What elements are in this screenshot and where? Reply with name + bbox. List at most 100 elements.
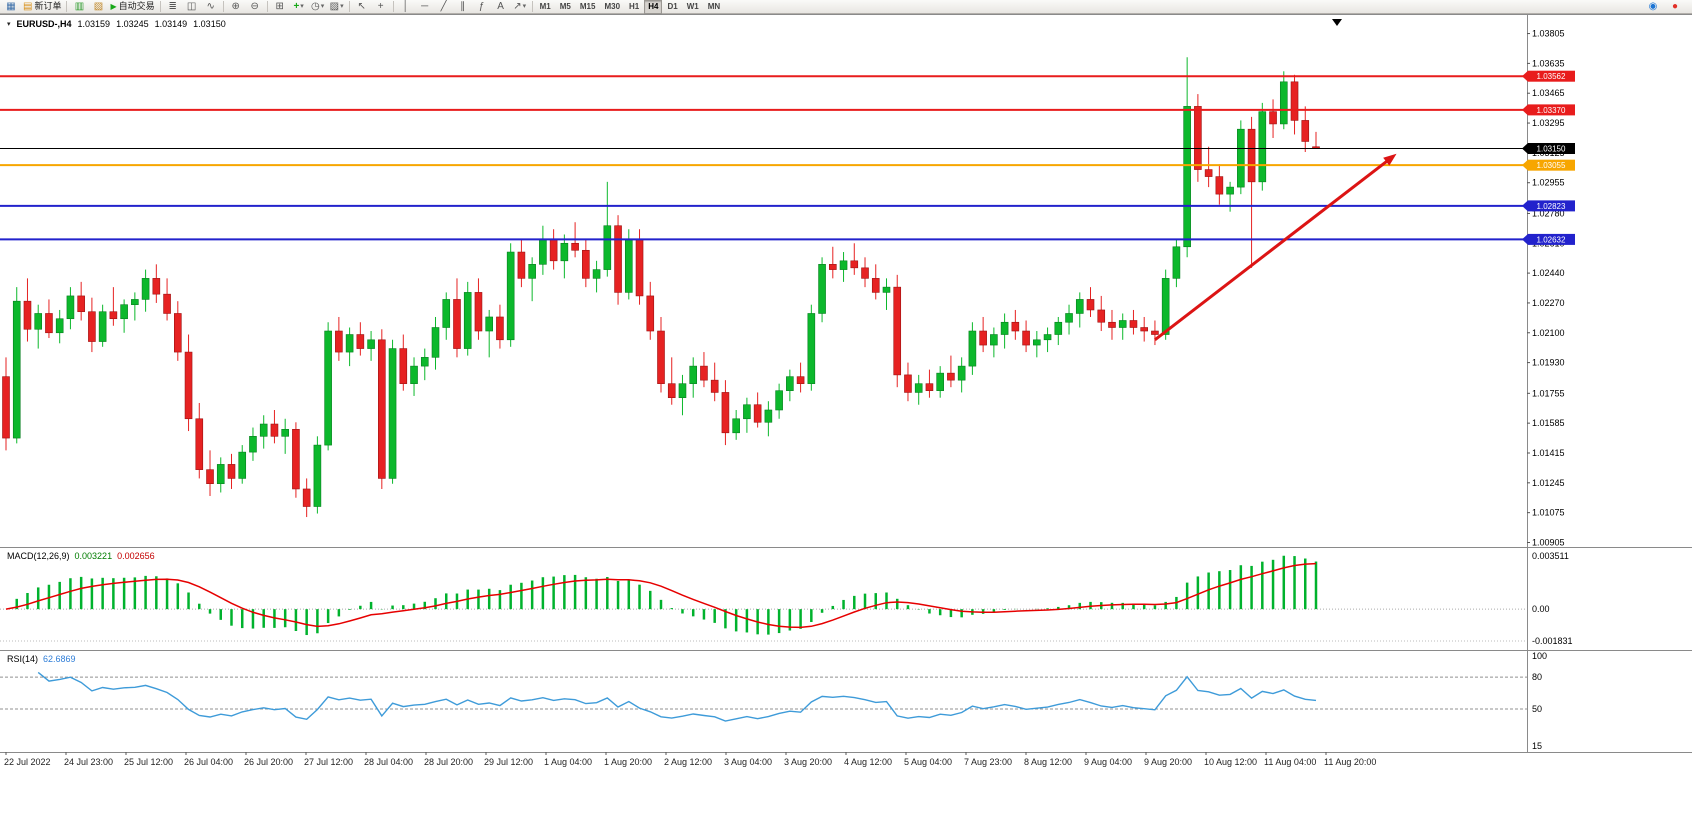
cursor-icon[interactable]: ↖: [357, 1, 366, 12]
candle: [1161, 269, 1170, 340]
text-tool-icon[interactable]: A: [497, 1, 504, 12]
candle: [775, 383, 783, 419]
timeframe-d1-button[interactable]: D1: [667, 1, 678, 11]
price-line-badge[interactable]: 1.02632: [1522, 233, 1575, 245]
live-update-icon[interactable]: ●: [1671, 1, 1679, 12]
time-axis: 22 Jul 2022 24 Jul 23:00 25 Jul 12:00 26 Ju…: [4, 752, 1376, 767]
toolbar: ▦ ▤ 新订单 ▥ ▧ ▶ 自动交易 ≣ ◫ ∿ ⊕ ⊖ ⊞ + ▾ ◷ ▾ ▨…: [0, 0, 1692, 14]
zoom-out-icon[interactable]: ⊖: [250, 1, 259, 12]
candle: [302, 478, 311, 518]
price-line-badge[interactable]: 1.03370: [1522, 104, 1575, 116]
symbol-dropdown-icon[interactable]: ▾: [7, 21, 11, 28]
price-line-badge[interactable]: 1.03150: [1522, 143, 1575, 154]
line-chart-icon[interactable]: ∿: [206, 1, 215, 12]
zoom-in-icon[interactable]: ⊕: [231, 1, 240, 12]
candle: [829, 246, 837, 279]
candle: [88, 297, 96, 353]
autotrading-label: 自动交易: [118, 1, 155, 11]
candle: [1118, 313, 1127, 340]
price-axis-label: 1.03635: [1532, 58, 1565, 68]
candle: [1247, 116, 1256, 268]
vertical-line-icon[interactable]: │: [402, 1, 409, 12]
timeframe-m15-button[interactable]: M15: [579, 1, 596, 11]
candle: [914, 374, 923, 405]
timeframe-m1-button[interactable]: M1: [539, 1, 551, 11]
channel-icon[interactable]: ∥: [460, 1, 466, 12]
price-chart-canvas[interactable]: 1.038051.036351.034651.032951.031251.029…: [0, 14, 1692, 837]
time-axis-label: 9 Aug 04:00: [1084, 757, 1132, 767]
macd-pane-label: MACD(12,26,9) 0.003221 0.002656: [7, 551, 155, 561]
price-line-badge[interactable]: 1.02823: [1522, 200, 1575, 212]
candle: [990, 327, 998, 358]
candle: [12, 287, 21, 444]
ohlc-close: 1.03150: [193, 19, 226, 29]
time-axis-label: 3 Aug 20:00: [784, 757, 832, 767]
crosshair-icon[interactable]: +: [377, 1, 384, 12]
price-axis-label: 1.02955: [1532, 178, 1565, 188]
fibonacci-icon[interactable]: ƒ: [478, 1, 485, 12]
price-axis-label: 1.03805: [1532, 29, 1565, 39]
horizontal-line-icon[interactable]: ─: [421, 1, 429, 12]
candle: [45, 299, 53, 339]
arrows-tool-button[interactable]: ↗ ▾: [511, 0, 529, 13]
candle: [807, 304, 816, 391]
candlestick-chart-icon[interactable]: ◫: [186, 1, 197, 12]
candle: [678, 374, 687, 416]
timeframe-m5-button[interactable]: M5: [559, 1, 571, 11]
indicators-button[interactable]: + ▾: [290, 0, 308, 13]
timeframe-h1-button[interactable]: H1: [629, 1, 640, 11]
timeframe-mn-button[interactable]: MN: [707, 1, 721, 11]
candle: [184, 334, 193, 432]
candle: [1054, 316, 1063, 346]
candle: [195, 402, 204, 479]
trend-arrow[interactable]: [1154, 153, 1397, 341]
toolbar-separator: [66, 1, 68, 12]
candle: [1000, 313, 1009, 349]
price-line-badge[interactable]: 1.03562: [1522, 70, 1575, 82]
ohlc-high: 1.03245: [116, 19, 149, 29]
candle: [818, 257, 826, 323]
community-icon[interactable]: ◉: [1648, 1, 1658, 12]
candle: [227, 453, 236, 489]
macd-signal-line: [5, 562, 1317, 629]
autotrading-button[interactable]: ▶ 自动交易: [108, 0, 156, 13]
templates-button[interactable]: ▨ ▾: [328, 0, 346, 13]
rsi-pane-label: RSI(14) 62.6869: [7, 654, 76, 664]
candle: [1301, 106, 1310, 153]
bar-chart-icon[interactable]: ≣: [168, 1, 177, 12]
price-axis-label: 1.02270: [1532, 298, 1565, 308]
time-axis-label: 29 Jul 12:00: [484, 757, 533, 767]
ohlc-low: 1.03149: [154, 19, 188, 29]
time-axis-label: 26 Jul 04:00: [184, 757, 233, 767]
tile-windows-icon[interactable]: ⊞: [275, 1, 284, 12]
trendline-icon[interactable]: ╱: [440, 1, 447, 12]
price-line-badge[interactable]: 1.03055: [1522, 159, 1575, 171]
rsi-label: RSI(14): [7, 654, 39, 664]
timeframe-h4-button[interactable]: H4: [644, 0, 663, 14]
candle: [378, 329, 386, 489]
chart-window-icon[interactable]: ▦: [6, 1, 16, 12]
price-axis-label: 1.01075: [1532, 508, 1565, 518]
price-axis-label: 1.03465: [1532, 88, 1565, 98]
periods-button[interactable]: ◷ ▾: [309, 0, 327, 13]
time-axis-label: 4 Aug 12:00: [844, 757, 892, 767]
candle: [700, 352, 708, 388]
time-axis-label: 28 Jul 20:00: [424, 757, 473, 767]
candle: [947, 355, 955, 388]
candle: [1086, 287, 1095, 317]
timeframe-m30-button[interactable]: M30: [604, 1, 621, 11]
price-axis-label: 1.00905: [1532, 537, 1565, 547]
svg-text:1.03370: 1.03370: [1537, 106, 1566, 115]
arrow-tool-icon: ↗: [513, 1, 522, 12]
candle: [442, 292, 451, 340]
candle: [1194, 94, 1202, 182]
timeframe-w1-button[interactable]: W1: [686, 1, 699, 11]
chart-shift-marker[interactable]: [1332, 19, 1342, 26]
navigator-icon[interactable]: ▧: [93, 1, 104, 12]
time-axis-label: 11 Aug 04:00: [1264, 757, 1316, 767]
candle: [496, 304, 504, 349]
price-axis-label: 1.01245: [1532, 478, 1565, 488]
candle: [603, 181, 612, 277]
market-watch-icon[interactable]: ▥: [74, 1, 85, 12]
new-order-button[interactable]: ▤ 新订单: [21, 0, 63, 13]
